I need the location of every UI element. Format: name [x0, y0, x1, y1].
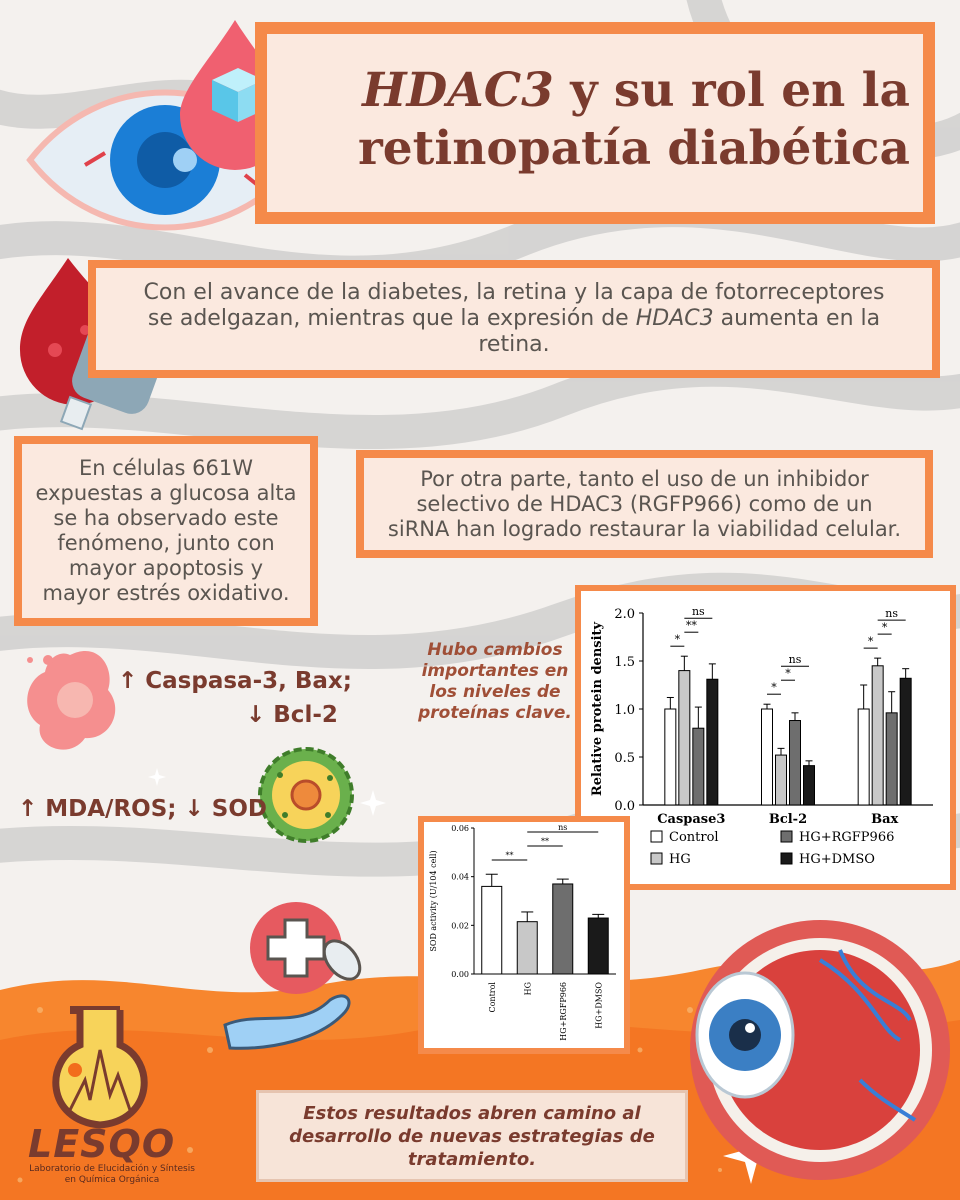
- legend-label: HG+DMSO: [799, 852, 875, 867]
- retina-eye-icon: [690, 920, 950, 1180]
- significance-label: *: [868, 635, 874, 648]
- sod-chart-panel: 0.00 0.02 0.04 0.06 SOD activity (U/104 cell…: [418, 816, 630, 1054]
- y-axis-label: Relative protein density: [590, 621, 605, 796]
- protein-label-line1: ↑ Caspasa-3, Bax;: [118, 668, 352, 694]
- cells-text: En células 661W expuestas a glucosa alta…: [35, 456, 297, 605]
- sod-activity-chart: 0.00 0.02 0.04 0.06 SOD activity (U/104 cell…: [429, 823, 616, 1041]
- bar: [899, 677, 912, 806]
- title-line2: retinopatía diabética: [357, 121, 910, 176]
- intro-italic: HDAC3: [635, 306, 714, 331]
- significance-label: *: [771, 681, 777, 694]
- legend-label: HG: [669, 852, 691, 867]
- y-tick-label: 0.00: [451, 970, 469, 979]
- bar: [664, 708, 677, 806]
- significance-label: *: [675, 633, 681, 646]
- bar: [516, 921, 538, 975]
- bar: [692, 727, 705, 806]
- legend-label: Control: [669, 830, 719, 845]
- bar: [587, 917, 609, 975]
- significance-label: **: [686, 619, 698, 632]
- y-axis-label: SOD activity (U/104 cell): [429, 850, 438, 951]
- medicine-hand-icon: [223, 902, 362, 1050]
- legend-label: HG+RGFP966: [799, 830, 894, 845]
- legend-swatch: [650, 852, 663, 865]
- significance-label: *: [785, 667, 791, 680]
- x-tick-label: Bax: [871, 812, 898, 827]
- logo-subtitle-line2: en Química Orgánica: [64, 1175, 160, 1185]
- significance-label: ns: [558, 823, 567, 832]
- title-italic: HDAC3: [362, 63, 554, 118]
- y-tick-label: 2.0: [614, 607, 635, 622]
- significance-label: **: [541, 837, 549, 846]
- oxidative-cell-icon: [258, 747, 354, 843]
- inhibitor-box: Por otra parte, tanto el uso de un inhib…: [356, 450, 933, 558]
- protein-label-line2: ↓ Bcl-2: [246, 702, 338, 728]
- x-tick-label: HG+DMSO: [594, 982, 603, 1029]
- y-tick-label: 0.04: [451, 873, 469, 882]
- x-tick-label: Control: [488, 982, 497, 1013]
- significance-label: ns: [885, 607, 898, 620]
- title-frame: [255, 22, 935, 224]
- title-line1-rest: y su rol en la: [553, 63, 910, 118]
- y-tick-label: 0.06: [451, 824, 469, 833]
- bar: [871, 665, 884, 806]
- apoptotic-cell-icon: [27, 650, 116, 750]
- significance-label: ns: [692, 605, 705, 618]
- significance-label: **: [506, 851, 514, 860]
- bar: [789, 720, 801, 806]
- bar: [803, 765, 815, 806]
- legend-swatch: [780, 830, 793, 843]
- key-proteins-note: Hubo cambios importantes en los niveles …: [418, 640, 572, 723]
- logo-flask-icon: [52, 1006, 148, 1129]
- y-tick-label: 0.0: [614, 799, 635, 814]
- x-tick-label: HG: [523, 982, 532, 995]
- y-tick-label: 0.5: [614, 751, 635, 766]
- logo-subtitle: Laboratorio de Elucidación y Síntesis en…: [22, 1164, 202, 1186]
- intro-text: Con el avance de la diabetes, la retina …: [143, 280, 885, 331]
- protein-chart-panel: 0.0 0.5 1.0 1.5 2.0 Relative protein density *…: [575, 585, 956, 890]
- logo-name: LESQO: [28, 1122, 176, 1166]
- significance-label: *: [882, 621, 888, 634]
- inhibitor-text: Por otra parte, tanto el uso de un inhib…: [387, 466, 902, 541]
- conclusion-box: Estos resultados abren camino al desarro…: [256, 1090, 688, 1182]
- conclusion-text: Estos resultados abren camino al desarro…: [289, 1102, 655, 1170]
- protein-density-chart: 0.0 0.5 1.0 1.5 2.0 Relative protein density *…: [590, 605, 933, 867]
- y-tick-label: 0.02: [451, 921, 469, 930]
- x-tick-label: Caspase3: [657, 812, 725, 827]
- y-tick-label: 1.5: [614, 655, 635, 670]
- bar: [481, 885, 503, 975]
- x-tick-label: HG+RGFP966: [559, 982, 568, 1041]
- bar: [885, 712, 898, 806]
- y-tick-label: 1.0: [614, 703, 635, 718]
- intro-box: Con el avance de la diabetes, la retina …: [88, 260, 940, 378]
- bar: [678, 670, 691, 806]
- bar: [857, 708, 870, 806]
- bar: [761, 708, 773, 806]
- legend-swatch: [780, 852, 793, 865]
- bar: [552, 883, 574, 975]
- x-tick-label: Bcl-2: [769, 812, 807, 827]
- legend-swatch: [650, 830, 663, 843]
- page-title: HDAC3 y su rol en la retinopatía diabéti…: [260, 62, 910, 178]
- logo-subtitle-line1: Laboratorio de Elucidación y Síntesis: [29, 1164, 195, 1174]
- oxidative-label: ↑ MDA/ROS; ↓ SOD: [18, 796, 267, 822]
- intro-tail: aumenta en la retina.: [478, 306, 881, 357]
- cells-box: En células 661W expuestas a glucosa alta…: [14, 436, 318, 626]
- significance-label: ns: [789, 653, 802, 666]
- bar: [775, 754, 787, 806]
- bar: [706, 678, 719, 806]
